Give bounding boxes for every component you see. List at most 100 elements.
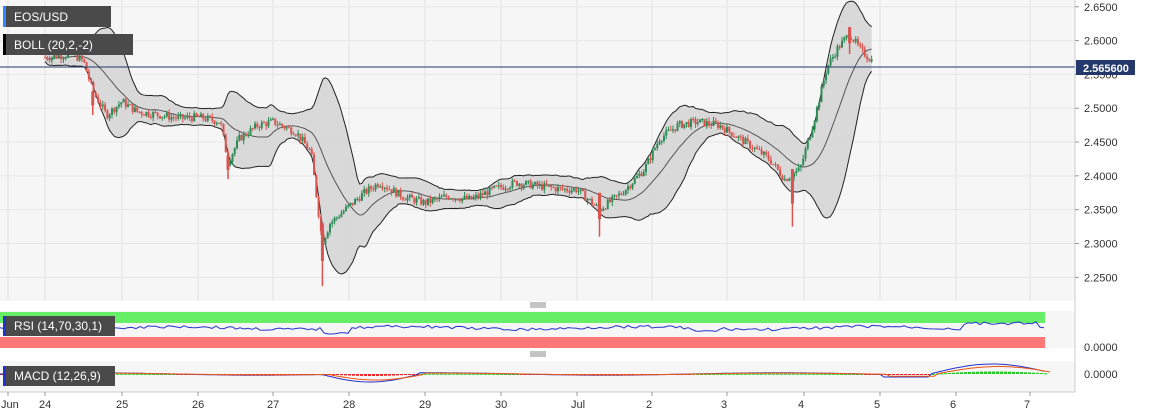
macd-bar [952,372,955,374]
candle-body [541,183,544,190]
candle-body [633,178,636,184]
candle-body [64,57,67,59]
candle-body [454,198,457,200]
macd-bar [888,374,891,375]
candle-body [136,107,139,112]
candle-body [699,119,701,123]
candle-body [719,125,722,128]
macd-bar [476,373,479,375]
macd-bar [768,373,771,375]
candle-body [249,128,252,135]
candle-body [811,129,814,138]
candle-body [606,199,609,210]
macd-bar [828,373,831,375]
macd-bar [1008,371,1011,374]
candle-body [575,188,578,193]
candle-body [550,185,553,188]
candle-body [281,123,284,127]
candle-body [344,206,347,212]
rsi-oversold-zone [0,337,1045,348]
candle-body [651,149,654,161]
candle-body [815,107,818,121]
candle-body [251,128,254,130]
candle-body [90,79,93,83]
macd-bar [720,373,723,375]
candle-body [870,59,873,62]
candle-body [829,58,832,66]
rsi-axis-label: 0.0000 [1084,342,1118,354]
macd-bar [780,373,783,375]
candle-body [772,163,775,165]
macd-bar [860,373,863,375]
candle-body [779,169,782,176]
macd-bar [912,374,915,375]
time-tick-label: 30 [495,399,507,411]
macd-bar [940,373,943,375]
macd-bar [384,374,387,376]
price-tick-label: 2.3500 [1084,205,1118,217]
current-price-label: 2.565600 [1083,63,1129,75]
rsi-panel-handle[interactable] [530,302,546,308]
candle-body [730,132,733,137]
candle-body [584,190,587,201]
candle-body [506,188,509,190]
macd-bar [988,371,991,374]
candle-body [376,184,379,187]
candle-body [233,148,236,155]
candle-body [449,198,452,200]
macd-bar [144,373,147,375]
candle-body [534,182,537,185]
candle-body [863,48,866,57]
macd-bar [1036,372,1039,374]
candle-body [290,127,293,134]
rsi-overbought-zone [0,312,1045,323]
macd-bar [736,373,739,375]
macd-bar [816,373,819,375]
rsi-label: RSI (14,70,30,1) [14,319,102,333]
candle-body [399,189,402,198]
candle-body [152,112,155,118]
candle-body [656,143,659,149]
candle-body [645,164,647,172]
candle-body [834,56,837,58]
candle-body [177,115,180,119]
macd-bar [808,373,811,375]
macd-bar [464,373,467,375]
macd-bar [796,373,799,375]
macd-bar [948,372,951,374]
candle-body [229,161,232,166]
candle-body [841,40,843,48]
macd-bar [472,373,475,375]
time-tick-label: 24 [39,399,51,411]
macd-label: MACD (12,26,9) [14,369,101,383]
candle-body [44,57,46,59]
macd-bar [960,372,963,374]
candle-body [518,183,521,186]
candle-body [547,185,550,187]
candle-body [797,167,800,171]
macd-bar [404,374,407,375]
macd-bar [452,373,455,375]
candle-body [108,114,111,119]
candle-body [472,197,475,200]
macd-bar [136,373,139,375]
candle-body [313,154,316,176]
candle-body [804,148,807,159]
candle-body [856,38,859,45]
macd-panel-handle[interactable] [530,351,546,357]
current-price-tag: 2.565600 [1076,60,1135,75]
candle-body [170,117,173,120]
candle-body [129,104,132,106]
macd-bar [380,374,383,376]
candle-body [636,175,638,179]
candle-body [687,122,690,127]
candle-body [440,196,443,198]
macd-bar [764,373,767,375]
price-tick-label: 2.6000 [1084,36,1118,48]
candle-body [62,58,65,60]
band-lower [44,61,873,275]
macd-bar [932,373,935,375]
candle-body [568,191,571,193]
candle-body [431,198,434,203]
candle-body [756,147,759,149]
